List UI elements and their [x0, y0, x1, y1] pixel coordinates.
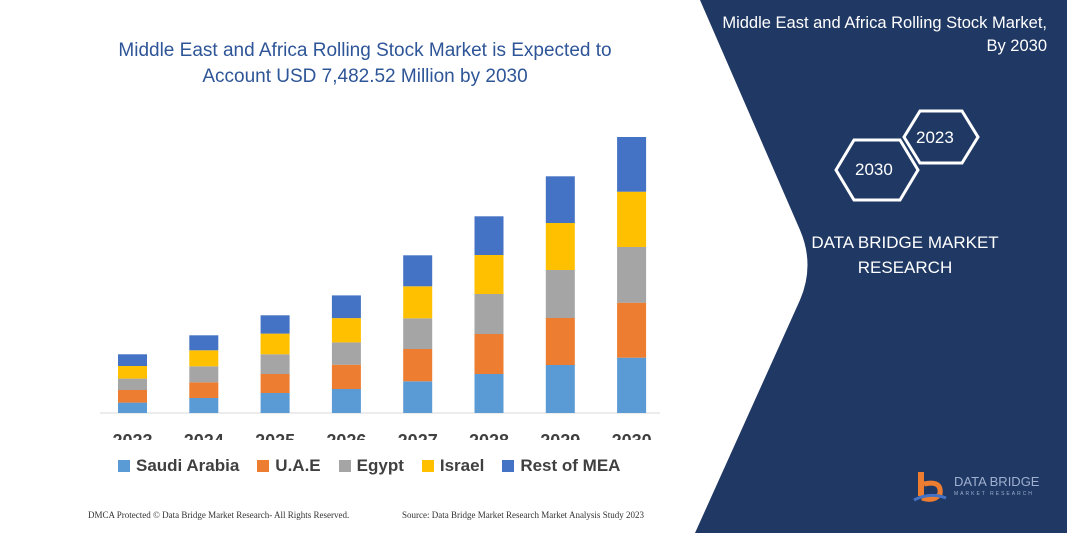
legend-label: Saudi Arabia: [136, 456, 240, 475]
legend-label: Israel: [439, 456, 485, 475]
x-tick-label: 2030: [612, 431, 652, 440]
chart-legend: Saudi Arabia U.A.E Egypt Israel Rest of MEA: [118, 456, 620, 476]
bar-segment-2028-egypt: [474, 294, 504, 334]
data-bridge-logo: DATA BRIDGE MARKET RESEARCH: [912, 470, 1039, 506]
footer-source: Source: Data Bridge Market Research Mark…: [402, 510, 644, 520]
bar-segment-2025-egypt: [260, 354, 290, 374]
x-tick-label: 2026: [326, 431, 366, 440]
side-panel-title: Middle East and Africa Rolling Stock Mar…: [722, 14, 1047, 55]
bar-segment-2023-israel: [118, 366, 147, 379]
bar-segment-2029-saudi-arabia: [545, 365, 575, 413]
logo-b-icon: [913, 472, 947, 502]
bar-segment-2023-saudi-arabia: [118, 402, 147, 413]
bar-segment-2027-u-a-e: [403, 349, 433, 382]
bar-segment-2028-rest-of-mea: [474, 216, 504, 255]
bar-segment-2030-u-a-e: [617, 302, 647, 358]
logo-subtext: MARKET RESEARCH: [954, 491, 1034, 497]
legend-item: Saudi Arabia: [118, 456, 239, 476]
x-tick-label: 2024: [184, 431, 224, 440]
bar-segment-2024-rest-of-mea: [189, 335, 219, 351]
page-title: Middle East and Africa Rolling Stock Mar…: [118, 40, 612, 87]
hexagon-icons: [834, 109, 980, 202]
bar-segment-2027-rest-of-mea: [403, 255, 433, 287]
footer-copyright: DMCA Protected © Data Bridge Market Rese…: [88, 510, 350, 520]
bar-segment-2030-saudi-arabia: [617, 357, 647, 413]
bar-segment-2030-egypt: [617, 247, 647, 303]
hex-year-2023: 2023: [916, 128, 954, 147]
bar-segment-2030-israel: [617, 191, 647, 247]
hexagon-2023-icon: [902, 109, 980, 165]
brand-name: DATA BRIDGE MARKET RESEARCH: [811, 233, 999, 277]
hexagon-2030-icon: [834, 138, 920, 202]
bar-segment-2026-u-a-e: [331, 364, 361, 389]
legend-label: Rest of MEA: [520, 456, 621, 475]
bar-segment-2026-egypt: [331, 342, 361, 365]
legend-label: U.A.E: [275, 456, 321, 475]
legend-item: Egypt: [338, 456, 404, 476]
bar-segment-2027-egypt: [403, 318, 433, 349]
x-tick-label: 2023: [112, 431, 152, 440]
legend-item: Rest of MEA: [502, 456, 620, 476]
legend-swatch: [421, 460, 434, 472]
legend-swatch: [257, 460, 270, 472]
bar-segment-2025-rest-of-mea: [260, 315, 290, 334]
legend-swatch: [118, 460, 130, 472]
bar-segment-2029-israel: [545, 223, 575, 270]
bar-segment-2024-u-a-e: [189, 382, 219, 398]
bar-segment-2025-u-a-e: [260, 374, 290, 393]
hex-year-2030: 2030: [855, 160, 893, 179]
bar-segment-2030-rest-of-mea: [617, 137, 647, 192]
x-tick-label: 2027: [398, 431, 438, 440]
x-tick-label: 2028: [469, 431, 509, 440]
bar-segment-2028-israel: [474, 255, 504, 294]
bar-segment-2027-israel: [403, 286, 433, 319]
bar-segment-2029-rest-of-mea: [545, 176, 575, 223]
bar-segment-2023-u-a-e: [118, 390, 147, 403]
legend-swatch: [338, 460, 351, 472]
bar-segment-2029-u-a-e: [545, 318, 575, 365]
bar-segment-2029-egypt: [545, 270, 575, 318]
bar-segment-2026-israel: [331, 318, 361, 343]
bar-segment-2026-saudi-arabia: [331, 389, 361, 413]
bar-segment-2023-rest-of-mea: [118, 354, 147, 366]
bar-segment-2023-egypt: [118, 378, 147, 390]
x-tick-label: 2025: [255, 431, 295, 440]
logo-text: DATA BRIDGE: [954, 474, 1040, 489]
bar-segment-2026-rest-of-mea: [331, 295, 361, 319]
x-tick-label: 2029: [540, 431, 580, 440]
bar-segment-2027-saudi-arabia: [403, 381, 433, 413]
bar-segment-2025-israel: [260, 333, 290, 355]
legend-swatch: [502, 460, 515, 472]
bar-segment-2025-saudi-arabia: [260, 393, 290, 413]
bar-segment-2028-saudi-arabia: [474, 374, 504, 413]
legend-item: U.A.E: [257, 456, 321, 476]
bar-segment-2028-u-a-e: [474, 334, 504, 374]
bar-segment-2024-saudi-arabia: [189, 398, 219, 413]
bar-segment-2024-israel: [189, 350, 219, 367]
stacked-bar-chart: 2023 2024 2025 2026 2027 2028 2029 2030: [100, 137, 660, 440]
legend-item: Israel: [421, 456, 485, 476]
bar-segment-2024-egypt: [189, 366, 219, 383]
legend-label: Egypt: [356, 456, 404, 475]
